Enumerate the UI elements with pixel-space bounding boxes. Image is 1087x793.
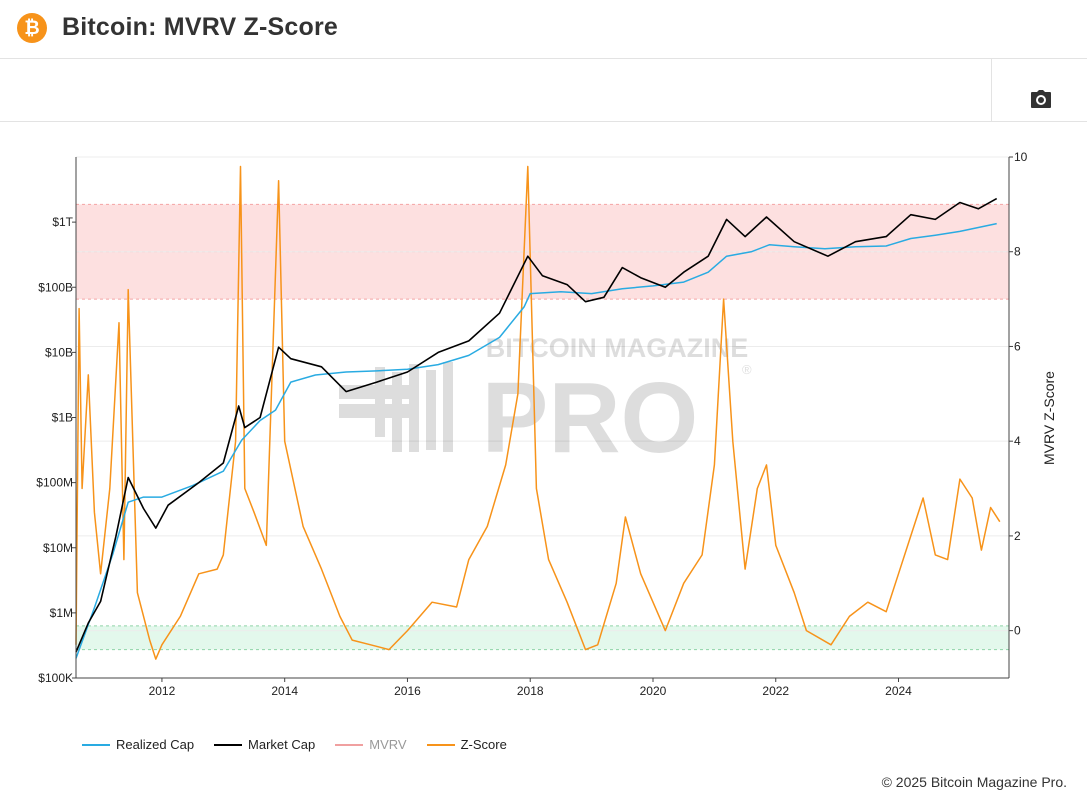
toolbar-divider: [991, 59, 992, 121]
y-left-tick-label: $100B: [38, 280, 73, 294]
y-right-tick-label: 4: [1014, 434, 1021, 448]
x-tick-label: 2012: [149, 684, 176, 698]
series-z-score: [75, 165, 1001, 660]
y-right-tick-label: 2: [1014, 529, 1021, 543]
legend-item-mvrv[interactable]: MVRV: [335, 737, 407, 752]
camera-icon[interactable]: [1030, 89, 1052, 109]
legend-label: Market Cap: [248, 737, 316, 752]
watermark-line1: BITCOIN MAGAZINE: [486, 333, 749, 363]
watermark-reg: ®: [742, 362, 752, 377]
x-tick-label: 2016: [394, 684, 421, 698]
x-tick-label: 2018: [517, 684, 544, 698]
x-tick-label: 2020: [640, 684, 667, 698]
chart-legend: Realized Cap Market Cap MVRV Z-Score: [82, 737, 507, 752]
y-left-tick-label: $1T: [52, 215, 73, 229]
y-left-tick-label: $1M: [50, 606, 73, 620]
y-right-tick-label: 10: [1014, 150, 1028, 164]
y-left-tick-label: $10M: [43, 541, 73, 555]
x-tick-label: 2024: [885, 684, 912, 698]
page-header: ₿ Bitcoin: MVRV Z-Score: [0, 0, 1087, 59]
legend-item-market-cap[interactable]: Market Cap: [214, 737, 315, 752]
copyright: © 2025 Bitcoin Magazine Pro.: [881, 774, 1067, 790]
series-layer: [75, 165, 1001, 660]
legend-label: Z-Score: [460, 737, 507, 752]
watermark: BITCOIN MAGAZINE PRO ®: [339, 333, 752, 474]
mvrv-chart: BITCOIN MAGAZINE PRO ® $100K $1M $10M $100M…: [36, 150, 1057, 698]
series-market-cap: [75, 197, 998, 653]
zone-low: [76, 625, 1009, 650]
chart-toolbar: [0, 59, 1087, 122]
y-right-tick-label: 0: [1014, 624, 1021, 638]
legend-swatch: [335, 743, 364, 746]
legend-swatch: [82, 743, 110, 746]
y-right-axis-label: MVRV Z-Score: [1041, 371, 1057, 465]
legend-label: MVRV: [369, 737, 407, 752]
legend-item-realized-cap[interactable]: Realized Cap: [82, 737, 194, 752]
legend-item-z-score[interactable]: Z-Score: [426, 737, 507, 752]
y-right-tick-label: 6: [1014, 339, 1021, 353]
axes-layer: $100K $1M $10M $100M $1B $10B $100B $1T 0 2 4 6 8 10 2…: [36, 150, 1027, 698]
page-title: Bitcoin: MVRV Z-Score: [62, 13, 338, 41]
y-left-tick-label: $100M: [36, 476, 73, 490]
y-left-tick-label: $1B: [52, 411, 73, 425]
legend-label: Realized Cap: [116, 737, 195, 752]
legend-swatch: [214, 743, 243, 746]
bitcoin-logo-icon: ₿: [17, 13, 47, 43]
y-left-tick-label: $10B: [45, 345, 73, 359]
x-tick-label: 2014: [271, 684, 298, 698]
x-tick-label: 2022: [762, 684, 789, 698]
y-left-tick-label: $100K: [38, 671, 73, 685]
legend-swatch: [426, 743, 455, 746]
grid-layer: [76, 156, 1009, 632]
y-right-tick-label: 8: [1014, 245, 1021, 259]
